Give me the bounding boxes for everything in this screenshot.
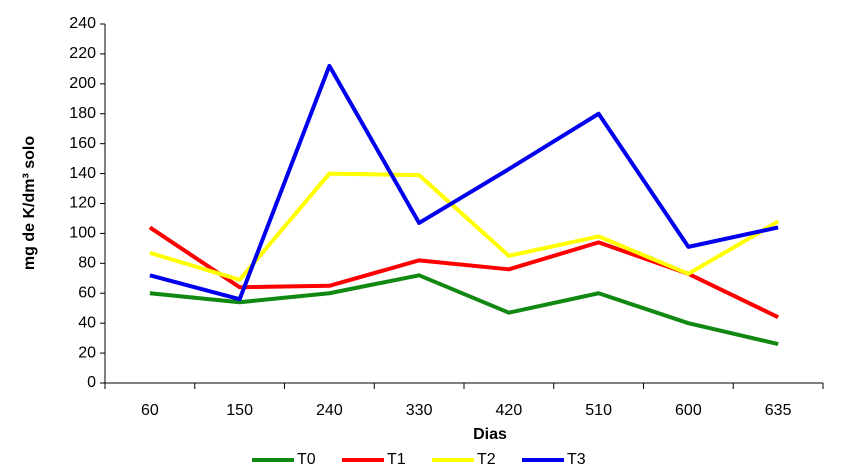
y-tick-label: 0 (87, 374, 96, 391)
x-tick-label: 150 (226, 402, 253, 419)
y-tick-label: 180 (69, 105, 96, 122)
legend-label: T0 (297, 451, 316, 468)
x-tick-label: 635 (765, 402, 792, 419)
x-tick-label: 420 (496, 402, 523, 419)
x-tick-label: 240 (316, 402, 343, 419)
y-tick-label: 220 (69, 45, 96, 62)
y-tick-label: 120 (69, 195, 96, 212)
legend-label: T3 (567, 451, 586, 468)
y-tick-label: 100 (69, 225, 96, 242)
y-tick-label: 60 (78, 284, 96, 301)
x-tick-label: 510 (585, 402, 612, 419)
x-axis-title: Dias (473, 426, 507, 443)
x-tick-label: 600 (675, 402, 702, 419)
y-tick-label: 140 (69, 165, 96, 182)
legend-label: T2 (477, 451, 496, 468)
y-tick-label: 40 (78, 314, 96, 331)
series-line (149, 273, 779, 347)
y-tick-label: 160 (69, 135, 96, 152)
y-tick-label: 200 (69, 75, 96, 92)
y-tick-label: 20 (78, 344, 96, 361)
y-axis-title: mg de K/dm³ solo (21, 136, 38, 270)
legend-label: T1 (387, 451, 406, 468)
y-tick-label: 240 (69, 15, 96, 32)
x-tick-label: 60 (141, 402, 159, 419)
x-tick-label: 330 (406, 402, 433, 419)
y-tick-label: 80 (78, 255, 96, 272)
series-line (149, 63, 779, 302)
